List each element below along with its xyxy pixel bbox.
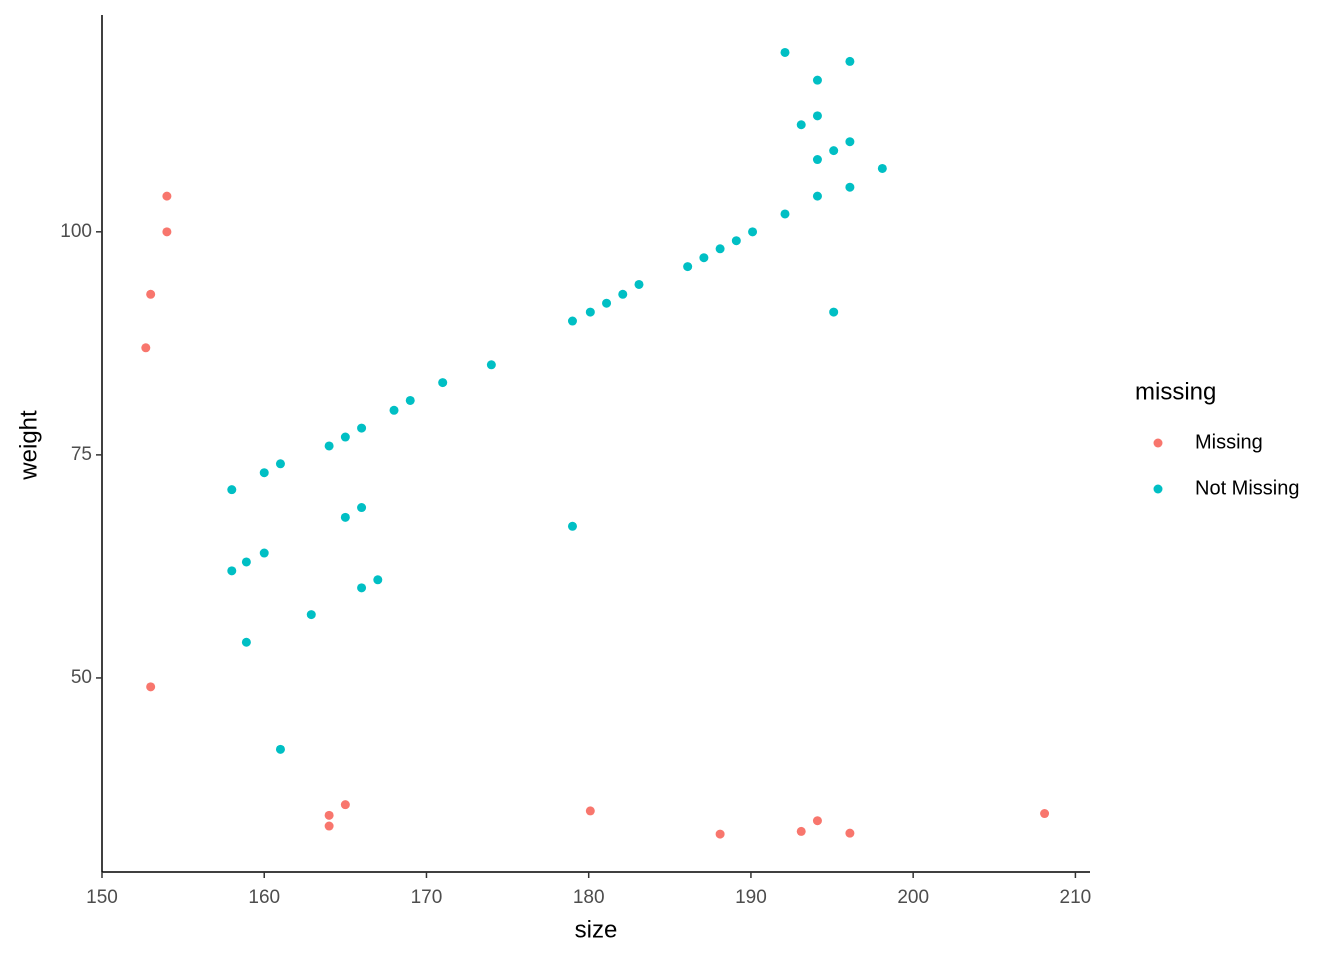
x-tick-label: 190	[735, 887, 767, 908]
point	[227, 566, 237, 576]
point	[340, 512, 350, 522]
point	[812, 191, 822, 201]
point	[812, 75, 822, 85]
point	[585, 307, 595, 317]
y-tick-label: 50	[71, 667, 92, 688]
x-tick-label: 160	[248, 887, 280, 908]
point	[780, 209, 790, 219]
point	[715, 244, 725, 254]
y-tick-label: 75	[71, 444, 92, 465]
point	[845, 137, 855, 147]
point	[812, 111, 822, 121]
point	[340, 432, 350, 442]
point	[699, 253, 709, 263]
legend-marker	[1153, 438, 1163, 448]
point	[141, 343, 151, 353]
x-tick-label: 170	[411, 887, 443, 908]
point	[731, 236, 741, 246]
point	[829, 146, 839, 156]
point	[845, 828, 855, 838]
point	[845, 56, 855, 66]
point	[259, 468, 269, 478]
point	[845, 182, 855, 192]
point	[357, 423, 367, 433]
point	[796, 120, 806, 130]
point	[405, 395, 415, 405]
point	[585, 806, 595, 816]
point	[357, 503, 367, 513]
x-tick-label: 150	[86, 887, 118, 908]
point	[275, 744, 285, 754]
point	[567, 316, 577, 326]
point	[812, 155, 822, 165]
point	[357, 583, 367, 593]
point	[683, 262, 693, 272]
point	[324, 441, 334, 451]
point	[780, 47, 790, 57]
point	[227, 485, 237, 495]
legend-marker	[1153, 484, 1163, 494]
point	[829, 307, 839, 317]
point	[275, 459, 285, 469]
point	[162, 191, 172, 201]
point	[373, 575, 383, 585]
point	[324, 821, 334, 831]
legend-title: missing	[1135, 378, 1216, 405]
y-tick-label: 100	[60, 221, 92, 242]
point	[306, 610, 316, 620]
point	[438, 378, 448, 388]
point	[567, 521, 577, 531]
point	[162, 227, 172, 237]
point	[634, 279, 644, 289]
legend-label: Not Missing	[1195, 477, 1299, 499]
point	[1040, 809, 1050, 819]
point	[324, 810, 334, 820]
legend-label: Missing	[1195, 431, 1263, 453]
x-tick-label: 180	[573, 887, 605, 908]
point	[618, 289, 628, 299]
y-axis-title: weight	[15, 410, 42, 481]
point	[241, 637, 251, 647]
point	[241, 557, 251, 567]
point	[146, 682, 156, 692]
point	[146, 289, 156, 299]
x-tick-label: 200	[897, 887, 929, 908]
point	[259, 548, 269, 558]
point	[748, 227, 758, 237]
point	[796, 826, 806, 836]
point	[602, 298, 612, 308]
point	[877, 163, 887, 173]
x-axis-title: size	[575, 916, 618, 943]
point	[340, 800, 350, 810]
point	[389, 405, 399, 415]
point	[486, 360, 496, 370]
x-tick-label: 210	[1060, 887, 1092, 908]
point	[812, 816, 822, 826]
point	[715, 829, 725, 839]
